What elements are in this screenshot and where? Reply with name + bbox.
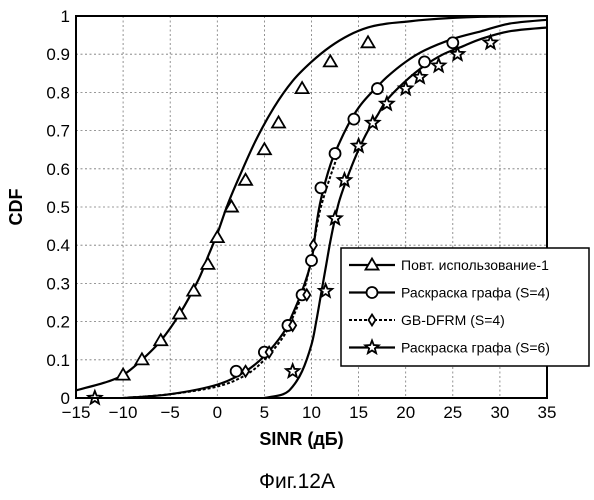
y-tick-label: 0.1 xyxy=(46,351,70,370)
star-marker xyxy=(366,116,379,129)
y-tick-label: 0 xyxy=(61,389,70,408)
legend-label: Раскраска графа (S=6) xyxy=(401,340,550,356)
y-axis-title: CDF xyxy=(6,189,26,226)
y-tick-labels: 0 0.1 0.2 0.3 0.4 0.5 0.6 0.7 0.8 0.9 1 xyxy=(46,7,70,408)
triangle-marker xyxy=(173,307,186,318)
y-tick-label: 1 xyxy=(61,7,70,26)
triangle-marker xyxy=(187,285,200,296)
x-tick-label: 15 xyxy=(349,403,368,422)
legend-label: Повт. использование-1 xyxy=(401,257,549,273)
diamond-marker xyxy=(310,240,317,251)
star-marker xyxy=(328,211,341,224)
legend-label: GB-DFRM (S=4) xyxy=(401,312,505,328)
x-tick-label: 25 xyxy=(443,403,462,422)
circle-marker xyxy=(419,56,430,67)
circle-marker xyxy=(348,114,359,125)
y-tick-label: 0.5 xyxy=(46,198,70,217)
y-tick-label: 0.8 xyxy=(46,83,70,102)
legend-entry: GB-DFRM (S=4) xyxy=(349,312,505,328)
y-tick-label: 0.4 xyxy=(46,236,70,255)
circle-marker xyxy=(315,182,326,193)
triangle-marker xyxy=(211,231,224,242)
legend-label: Раскраска графа (S=4) xyxy=(401,285,550,301)
y-tick-label: 0.7 xyxy=(46,122,70,141)
circle-marker xyxy=(447,37,458,48)
circle-marker xyxy=(372,83,383,94)
circle-marker xyxy=(231,366,242,377)
circle-marker xyxy=(367,287,378,298)
figure-caption: Фиг.12А xyxy=(259,470,335,493)
x-tick-label: 0 xyxy=(213,403,222,422)
triangle-marker xyxy=(324,55,337,66)
x-tick-label: 5 xyxy=(260,403,269,422)
diamond-marker xyxy=(242,366,249,377)
triangle-marker xyxy=(272,116,285,127)
x-tick-label: 20 xyxy=(396,403,415,422)
y-tick-label: 0.2 xyxy=(46,313,70,332)
y-tick-label: 0.9 xyxy=(46,45,70,64)
x-tick-label: 30 xyxy=(490,403,509,422)
x-tick-label: −10 xyxy=(109,403,138,422)
x-tick-label: −5 xyxy=(161,403,180,422)
circle-marker xyxy=(306,255,317,266)
triangle-marker xyxy=(258,143,271,154)
x-axis-title: SINR (дБ) xyxy=(259,429,343,449)
x-tick-label: 35 xyxy=(538,403,557,422)
y-tick-label: 0.3 xyxy=(46,274,70,293)
triangle-marker xyxy=(296,82,309,93)
legend: Повт. использование-1 Раскраска графа (S=… xyxy=(341,248,589,366)
triangle-marker xyxy=(117,369,130,380)
x-tick-labels: −15−10−505101520253035 xyxy=(62,403,557,422)
triangle-marker xyxy=(201,258,214,269)
star-marker xyxy=(286,364,299,377)
y-tick-label: 0.6 xyxy=(46,160,70,179)
x-tick-label: 10 xyxy=(302,403,321,422)
circle-marker xyxy=(330,148,341,159)
triangle-marker xyxy=(362,36,375,47)
